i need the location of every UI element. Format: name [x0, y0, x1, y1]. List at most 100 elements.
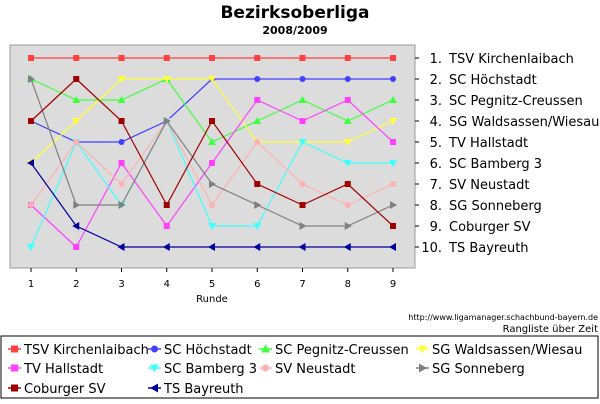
rank-team-name: TV Hallstadt	[448, 136, 528, 151]
data-point	[254, 55, 261, 61]
x-tick-label: 9	[390, 279, 396, 290]
legend-marker	[419, 363, 427, 373]
rank-number: 5.	[430, 136, 442, 151]
legend-box	[0, 335, 599, 399]
data-point	[343, 160, 352, 167]
chart-title: Bezirksoberliga	[220, 3, 369, 23]
data-point	[299, 76, 306, 82]
legend-item: Coburger SV	[8, 382, 106, 397]
legend-marker	[150, 364, 159, 373]
legend-label: Coburger SV	[24, 382, 106, 397]
x-tick-label: 3	[118, 279, 124, 290]
data-point	[299, 202, 306, 208]
series-0	[28, 55, 396, 61]
legend-item: SG Sonneberg	[416, 362, 525, 377]
x-axis-label: Runde	[196, 294, 228, 305]
data-point	[28, 118, 34, 124]
rank-team-name: SG Waldsassen/Wiesau	[449, 115, 599, 130]
rank-number: 9.	[430, 220, 442, 235]
data-point	[118, 160, 125, 166]
legend-item: SC Pegnitz-Creussen	[259, 343, 409, 358]
x-tick-label: 1	[28, 279, 34, 290]
data-point	[343, 117, 352, 124]
series-9	[27, 159, 396, 251]
series-layer	[27, 55, 397, 251]
data-point	[253, 243, 261, 251]
legend-label: SV Neustadt	[275, 362, 355, 377]
data-point	[208, 243, 215, 251]
data-point	[343, 243, 351, 251]
legend-label: SC Höchstadt	[164, 343, 252, 358]
legend-item: TSV Kirchenlaibach	[8, 343, 149, 358]
rank-number: 2.	[430, 73, 442, 88]
x-tick-label: 4	[164, 279, 170, 290]
data-point	[27, 244, 35, 251]
legend-label: SC Bamberg 3	[164, 362, 257, 377]
data-point	[73, 201, 81, 209]
x-axis-ticks: 1 2 3 4 5 6 7 8 9	[28, 268, 396, 290]
data-point	[254, 139, 261, 145]
series-8	[28, 76, 396, 229]
legend-item: SC Höchstadt	[148, 343, 252, 358]
data-point	[389, 160, 397, 167]
data-point	[163, 202, 170, 208]
data-point	[254, 181, 261, 187]
data-point	[163, 55, 170, 61]
rank-number: 6.	[430, 157, 442, 172]
data-point	[209, 202, 215, 208]
data-point	[344, 181, 351, 187]
rank-number: 8.	[430, 199, 442, 214]
legend-marker	[262, 364, 269, 372]
rank-number: 1.	[430, 52, 442, 67]
rank-team-name: SV Neustadt	[449, 178, 529, 193]
legend-label: TS Bayreuth	[163, 382, 244, 397]
data-point	[253, 117, 262, 124]
legend-marker	[11, 364, 18, 372]
data-point	[344, 76, 351, 82]
data-point	[73, 55, 80, 61]
legend-item: SV Neustadt	[259, 362, 355, 377]
data-point	[389, 96, 397, 103]
data-point	[390, 181, 396, 187]
data-point	[72, 118, 81, 125]
data-point	[299, 118, 306, 124]
legend-marker	[11, 384, 18, 392]
data-point	[118, 118, 125, 124]
rank-team-name: Coburger SV	[449, 220, 531, 235]
data-point	[118, 55, 125, 61]
legend-marker	[11, 345, 18, 353]
legend-label: SC Pegnitz-Creussen	[275, 343, 409, 358]
data-point	[209, 160, 215, 166]
rank-team-name: SC Höchstadt	[449, 73, 537, 88]
x-tick-label: 6	[254, 279, 260, 290]
data-point	[28, 202, 34, 208]
data-point	[299, 222, 307, 230]
data-point	[73, 244, 80, 250]
data-point	[343, 139, 352, 146]
legend-label: TV Hallstadt	[23, 362, 103, 377]
data-point	[254, 76, 261, 82]
data-point	[72, 96, 81, 103]
data-point	[28, 55, 34, 61]
rank-team-name: SG Sonneberg	[449, 199, 542, 214]
data-point	[298, 96, 307, 103]
data-point	[344, 222, 352, 230]
rank-team-name: SC Bamberg 3	[449, 157, 542, 172]
data-point	[299, 181, 306, 187]
legend-marker	[150, 383, 158, 393]
data-point	[389, 243, 396, 251]
data-point	[209, 55, 215, 61]
data-point	[390, 55, 396, 61]
legend-marker	[151, 345, 158, 353]
data-point	[209, 118, 215, 124]
data-point	[209, 180, 216, 188]
rank-team-name: TSV Kirchenlaibach	[448, 52, 574, 67]
legend-label: TSV Kirchenlaibach	[23, 343, 149, 358]
rank-team-name: SC Pegnitz-Creussen	[449, 94, 583, 109]
legend-marker	[261, 344, 270, 353]
data-point	[118, 181, 125, 187]
data-point	[118, 201, 126, 209]
series-7	[28, 75, 397, 230]
rank-number: 4.	[430, 115, 442, 130]
